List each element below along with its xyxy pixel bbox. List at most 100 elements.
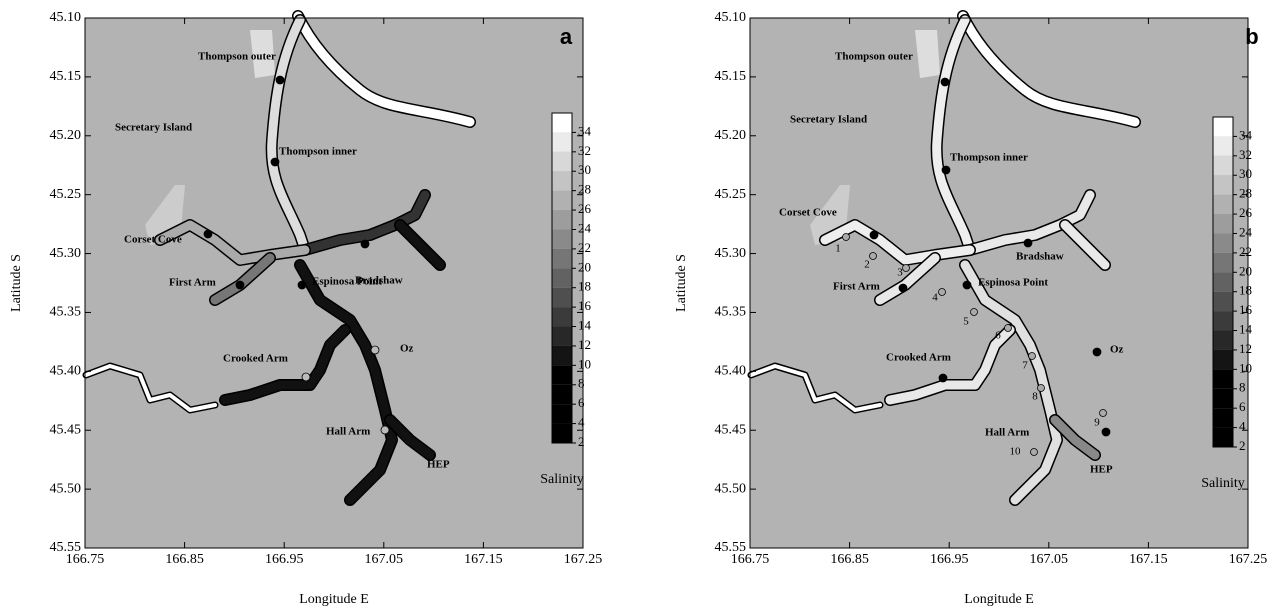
- x-axis-label: Longitude E: [964, 592, 1034, 607]
- place-label: Secretary Island: [115, 122, 192, 134]
- colorbar-band: [552, 229, 572, 249]
- colorbar-tick-label: 6: [578, 395, 585, 410]
- x-axis-label: Longitude E: [299, 592, 369, 607]
- fjords: [751, 15, 1135, 506]
- colorbar-tick-label: 8: [1239, 380, 1246, 395]
- colorbar-tick-label: 32: [578, 143, 591, 158]
- y-tick-label: 45.45: [715, 422, 747, 437]
- colorbar-tick-label: 24: [1239, 224, 1253, 239]
- y-tick-label: 45.45: [50, 422, 82, 437]
- station-marker: [1037, 384, 1045, 392]
- colorbar-band: [552, 345, 572, 366]
- colorbar-tick-label: 16: [578, 298, 592, 313]
- site-marker: [941, 165, 951, 175]
- colorbar-band: [552, 423, 572, 443]
- colorbar-frame: [1212, 116, 1234, 448]
- y-tick-label: 45.40: [50, 364, 82, 379]
- site-marker: [962, 280, 972, 290]
- colorbar-tick-label: 24: [578, 220, 592, 235]
- station-label: 3: [897, 267, 903, 279]
- colorbar-tick-label: 16: [1239, 302, 1253, 317]
- colorbar-tick-label: 10: [1239, 360, 1252, 375]
- site-marker: [1101, 427, 1111, 437]
- place-label: Oz: [1110, 344, 1124, 356]
- x-tick-label: 166.85: [830, 552, 869, 567]
- y-axis-label: Latitude S: [9, 254, 24, 312]
- plot-frame: [84, 17, 584, 549]
- y-axis-label: Latitude S: [674, 254, 689, 312]
- colorbar-frame: [551, 112, 573, 444]
- colorbar-tick-label: 26: [1239, 205, 1253, 220]
- colorbar-band: [1213, 252, 1233, 273]
- colorbar-band: [552, 326, 572, 346]
- plot-frame: [749, 17, 1249, 549]
- station-marker: [869, 252, 877, 260]
- colorbar-band: [1213, 408, 1233, 428]
- map-panel: 166.75 166.85 166.95 167.05 167.15 167.25 45.1…: [674, 10, 1267, 607]
- fjord: [267, 15, 310, 255]
- x-tick-label: 167.25: [1229, 552, 1268, 567]
- panel-letter: b: [1245, 24, 1258, 49]
- site-marker: [360, 239, 370, 249]
- place-label: First Arm: [833, 281, 880, 293]
- colorbar-tick-label: 2: [1239, 438, 1246, 453]
- colorbar-band: [552, 171, 572, 191]
- place-label: Oz: [400, 343, 414, 355]
- colorbar-band: [1213, 388, 1233, 409]
- colorbar-tick-label: 30: [578, 162, 591, 177]
- station-label: 2: [864, 259, 870, 271]
- site-marker: [235, 280, 245, 290]
- colorbar-band: [1213, 194, 1233, 215]
- colorbar-band: [552, 113, 572, 133]
- y-tick-label: 45.10: [50, 10, 82, 25]
- colorbar-band: [552, 151, 572, 172]
- fjord: [385, 415, 435, 460]
- colorbar-band: [1213, 427, 1233, 447]
- station-marker: [902, 264, 910, 272]
- fjord: [932, 15, 975, 255]
- x-tick-label: 166.75: [731, 552, 770, 567]
- site-marker: [1023, 238, 1033, 248]
- x-tick-label: 166.85: [165, 552, 204, 567]
- colorbar-band: [552, 132, 572, 152]
- site-marker: [938, 373, 948, 383]
- station-label: 1: [835, 243, 841, 255]
- fjord: [1060, 220, 1110, 270]
- place-label: Thompson outer: [835, 51, 913, 63]
- y-tick-label: 45.25: [715, 187, 747, 202]
- station-marker: [1099, 409, 1107, 417]
- colorbar-band: [1213, 233, 1233, 253]
- fjord: [155, 220, 310, 265]
- x-tick-label: 167.05: [1030, 552, 1069, 567]
- colorbar-tick-label: 14: [1239, 322, 1253, 337]
- colorbar-band: [1213, 214, 1233, 234]
- place-label: First Arm: [169, 277, 216, 289]
- colorbar-band: [1213, 330, 1233, 350]
- y-tick-label: 45.20: [50, 128, 82, 143]
- site-marker: [380, 425, 390, 435]
- y-tick-label: 45.30: [50, 246, 82, 261]
- x-tick-label: 167.25: [564, 552, 603, 567]
- colorbar-tick-label: 30: [1239, 166, 1252, 181]
- place-label: Thompson inner: [950, 152, 1028, 164]
- station-label: 5: [963, 316, 969, 328]
- place-label: Bradshaw: [1016, 251, 1064, 263]
- colorbar-band: [552, 384, 572, 405]
- y-tick-label: 45.25: [50, 187, 82, 202]
- colorbar-tick-label: 10: [578, 356, 591, 371]
- land: [750, 18, 1248, 548]
- colorbar-title: Salinity: [1201, 476, 1245, 491]
- fjord: [965, 190, 1095, 255]
- fjord: [295, 260, 397, 505]
- x-tick-label: 166.95: [930, 552, 969, 567]
- colorbar-tick-label: 12: [1239, 341, 1252, 356]
- place-label: Thompson inner: [279, 146, 357, 158]
- y-tick-label: 45.35: [50, 305, 82, 320]
- y-tick-label: 45.20: [715, 128, 747, 143]
- y-tick-label: 45.30: [715, 246, 747, 261]
- place-label: Bradshaw: [355, 275, 403, 287]
- colorbar-tick-label: 22: [578, 240, 591, 255]
- colorbar-band: [552, 404, 572, 424]
- colorbar-band: [1213, 136, 1233, 156]
- station-label: 6: [995, 330, 1001, 342]
